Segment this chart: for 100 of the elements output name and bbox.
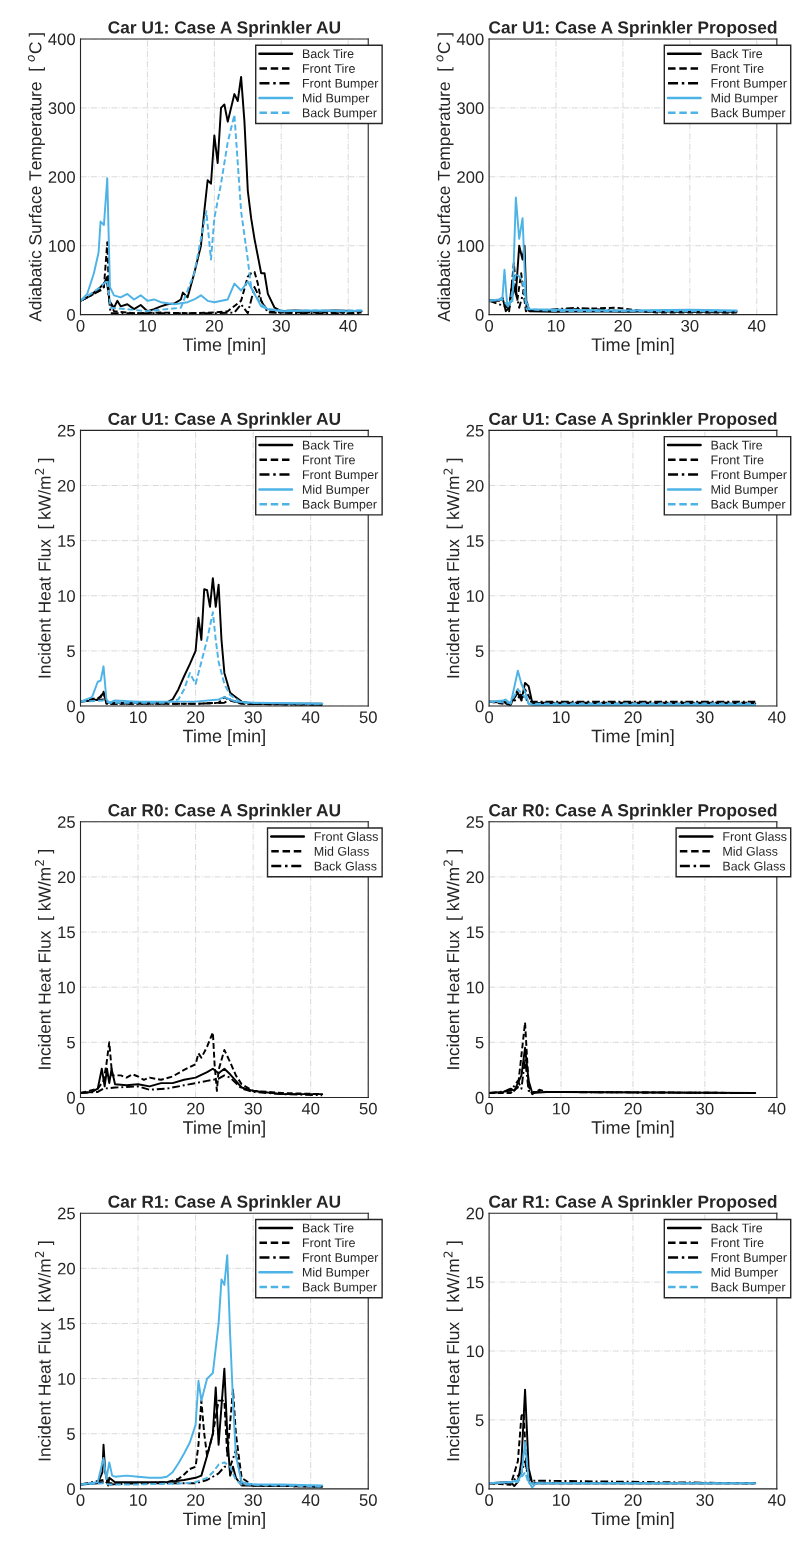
legend-label: Front Glass [314,831,378,841]
y-tick-label: 200 [48,171,75,183]
x-tick-label: 50 [359,1102,377,1115]
x-tick-label: 0 [485,1494,494,1506]
x-tick-label: 10 [553,1494,570,1506]
x-axis-title: Time [min] [591,729,674,747]
y-tick-label: 100 [49,240,75,252]
y-tick-label: 10 [58,1372,75,1385]
y-tick-label: 400 [456,33,484,46]
y-tick-label: 20 [466,1207,484,1220]
x-tick-label: 30 [244,1494,262,1506]
y-axis-title: Incident Heat Flux [ kW/m$^{2}$ ] [34,458,55,678]
legend-label: Back Bumper [711,1282,786,1294]
legend-label: Back Glass [723,861,786,871]
x-tick-label: 0 [76,711,85,724]
x-tick-label: 50 [359,711,377,724]
chart-title: Car R0: Case A Sprinkler AU [108,803,341,820]
legend-label: Back Bumper [302,499,377,512]
chart-title: Car U1: Case A Sprinkler AU [108,412,341,429]
y-tick-label: 0 [475,1091,484,1104]
x-tick-label: 30 [244,711,262,724]
y-tick-label: 20 [57,479,75,492]
y-tick-label: 100 [457,240,484,252]
x-tick-label: 10 [130,1102,147,1115]
legend-label: Front Tire [711,63,764,73]
x-tick-label: 40 [301,1494,320,1506]
y-tick-label: 20 [57,1262,75,1275]
y-tick-label: 300 [457,102,484,115]
x-axis-title: Time [min] [591,1512,674,1529]
legend-label: Front Bumper [302,1253,379,1265]
legend-label: Front Bumper [302,470,379,482]
y-tick-label: 15 [466,535,484,547]
y-tick-label: 15 [58,535,75,547]
y-axis-title: Adiabatic Surface Temperature [ $^{o}$C ] [27,33,45,322]
y-tick-label: 15 [58,926,75,939]
legend-label: Back Tire [302,1223,354,1233]
legend-label: Mid Glass [723,846,778,856]
legend-label: Back Tire [302,48,354,59]
x-tick-label: 30 [696,711,714,724]
y-tick-label: 15 [466,926,484,939]
y-tick-label: 10 [466,1345,484,1358]
x-tick-label: 10 [553,711,570,724]
y-tick-label: 300 [48,102,75,115]
x-tick-label: 10 [548,319,565,332]
legend-label: Front Tire [302,455,355,465]
x-axis-title: Time [min] [182,1120,265,1138]
legend-label: Front Tire [302,63,355,73]
y-tick-label: 5 [475,1036,484,1049]
x-tick-label: 40 [747,319,766,332]
y-tick-label: 25 [57,424,75,437]
legend-label: Back Bumper [302,108,377,120]
y-tick-label: 10 [466,590,484,602]
legend-label: Mid Bumper [302,484,370,497]
y-tick-label: 25 [466,424,484,437]
y-tick-label: 25 [466,816,484,828]
legend-label: Back Bumper [711,499,786,512]
x-tick-label: 0 [76,1494,85,1506]
x-tick-label: 0 [76,319,85,332]
x-tick-label: 0 [76,1102,85,1115]
y-axis-title: Incident Heat Flux [ kW/m$^{2}$ ] [34,1241,55,1461]
legend-label: Front Bumper [711,78,787,91]
x-tick-label: 40 [339,319,357,332]
chart-title: Car R1: Case A Sprinkler Proposed [489,1195,777,1212]
x-tick-label: 10 [130,1494,147,1506]
x-tick-label: 40 [767,1494,786,1506]
legend-label: Back Bumper [711,108,786,120]
y-axis-title: Incident Heat Flux [ kW/m$^{2}$ ] [443,850,463,1069]
x-tick-label: 20 [187,1102,205,1115]
legend-label: Back Tire [711,1223,763,1233]
x-tick-label: 50 [359,1494,377,1506]
legend-label: Mid Bumper [711,1267,778,1280]
legend-label: Front Tire [302,1237,355,1248]
x-tick-label: 20 [624,711,642,724]
legend-label: Front Bumper [711,1253,787,1265]
legend-label: Mid Glass [314,846,369,856]
y-tick-label: 0 [67,309,75,321]
legend-label: Mid Bumper [302,1267,370,1280]
chart-title: Car R0: Case A Sprinkler Proposed [489,803,777,820]
legend-label: Back Tire [711,48,763,59]
x-tick-label: 20 [624,1494,642,1506]
y-tick-label: 5 [475,1414,484,1427]
legend-label: Back Tire [711,440,763,450]
y-tick-label: 25 [57,816,75,828]
y-tick-label: 20 [57,871,75,884]
legend-label: Mid Bumper [302,93,370,105]
x-tick-label: 20 [614,319,632,332]
y-tick-label: 10 [466,981,484,994]
x-tick-label: 20 [187,711,205,724]
x-tick-label: 20 [205,319,223,332]
y-tick-label: 0 [475,1483,484,1496]
y-tick-label: 20 [466,479,484,492]
y-tick-label: 5 [67,1036,75,1049]
x-tick-label: 30 [696,1102,714,1115]
legend-label: Mid Bumper [711,484,778,497]
chart-title: Car U1: Case A Sprinkler Proposed [489,412,777,429]
x-tick-label: 30 [272,319,290,332]
legend-label: Front Tire [711,1237,764,1248]
y-tick-label: 10 [58,590,75,602]
legend-label: Mid Bumper [711,93,778,105]
y-tick-label: 25 [57,1207,75,1220]
